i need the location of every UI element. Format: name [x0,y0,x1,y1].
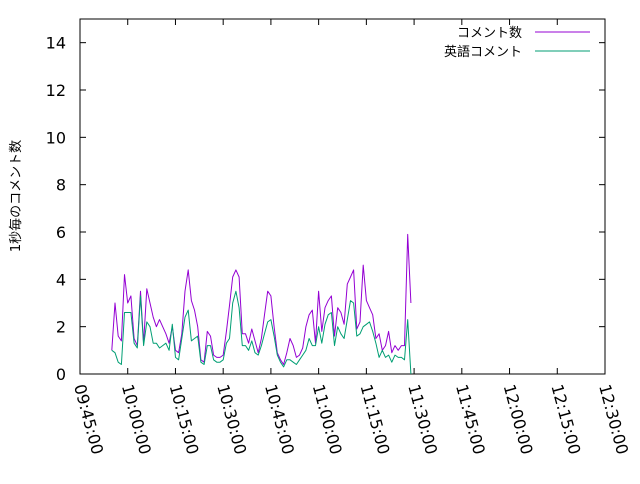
series-lines [111,233,412,375]
y-axis: 0 2 4 6 8 10 12 14 [46,34,605,384]
y-tick-label: 4 [56,270,66,289]
x-tick-label: 09:45:00 [70,382,107,456]
x-tick-label: 10:45:00 [261,382,298,456]
x-tick-label: 10:30:00 [213,382,250,456]
y-tick-label: 10 [46,128,66,147]
x-tick-label: 12:30:00 [595,382,632,456]
x-axis: 09:45:00 10:00:00 10:15:00 10:30:00 10:45:00… [70,19,632,456]
y-tick-label: 6 [56,223,66,242]
series-line-1 [111,233,412,365]
y-tick-label: 8 [56,176,66,195]
y-tick-label: 2 [56,318,66,337]
x-tick-label: 10:00:00 [118,382,155,456]
x-tick-label: 11:00:00 [309,382,346,456]
y-tick-label: 14 [46,34,66,53]
plot-frame [79,18,606,375]
legend-label: コメント数 [457,26,522,41]
x-tick-label: 11:15:00 [356,382,393,456]
y-axis-label: 1秒毎のコメント数 [8,140,24,252]
x-tick-label: 10:15:00 [166,382,203,456]
series-line-2 [111,290,412,375]
legend-label: 英語コメント [444,44,522,60]
y-tick-label: 0 [56,365,66,384]
x-tick-label: 11:45:00 [452,382,489,456]
x-tick-label: 12:15:00 [547,382,584,456]
x-tick-label: 11:30:00 [404,382,441,456]
y-tick-label: 12 [46,81,66,100]
x-tick-label: 12:00:00 [500,382,537,456]
